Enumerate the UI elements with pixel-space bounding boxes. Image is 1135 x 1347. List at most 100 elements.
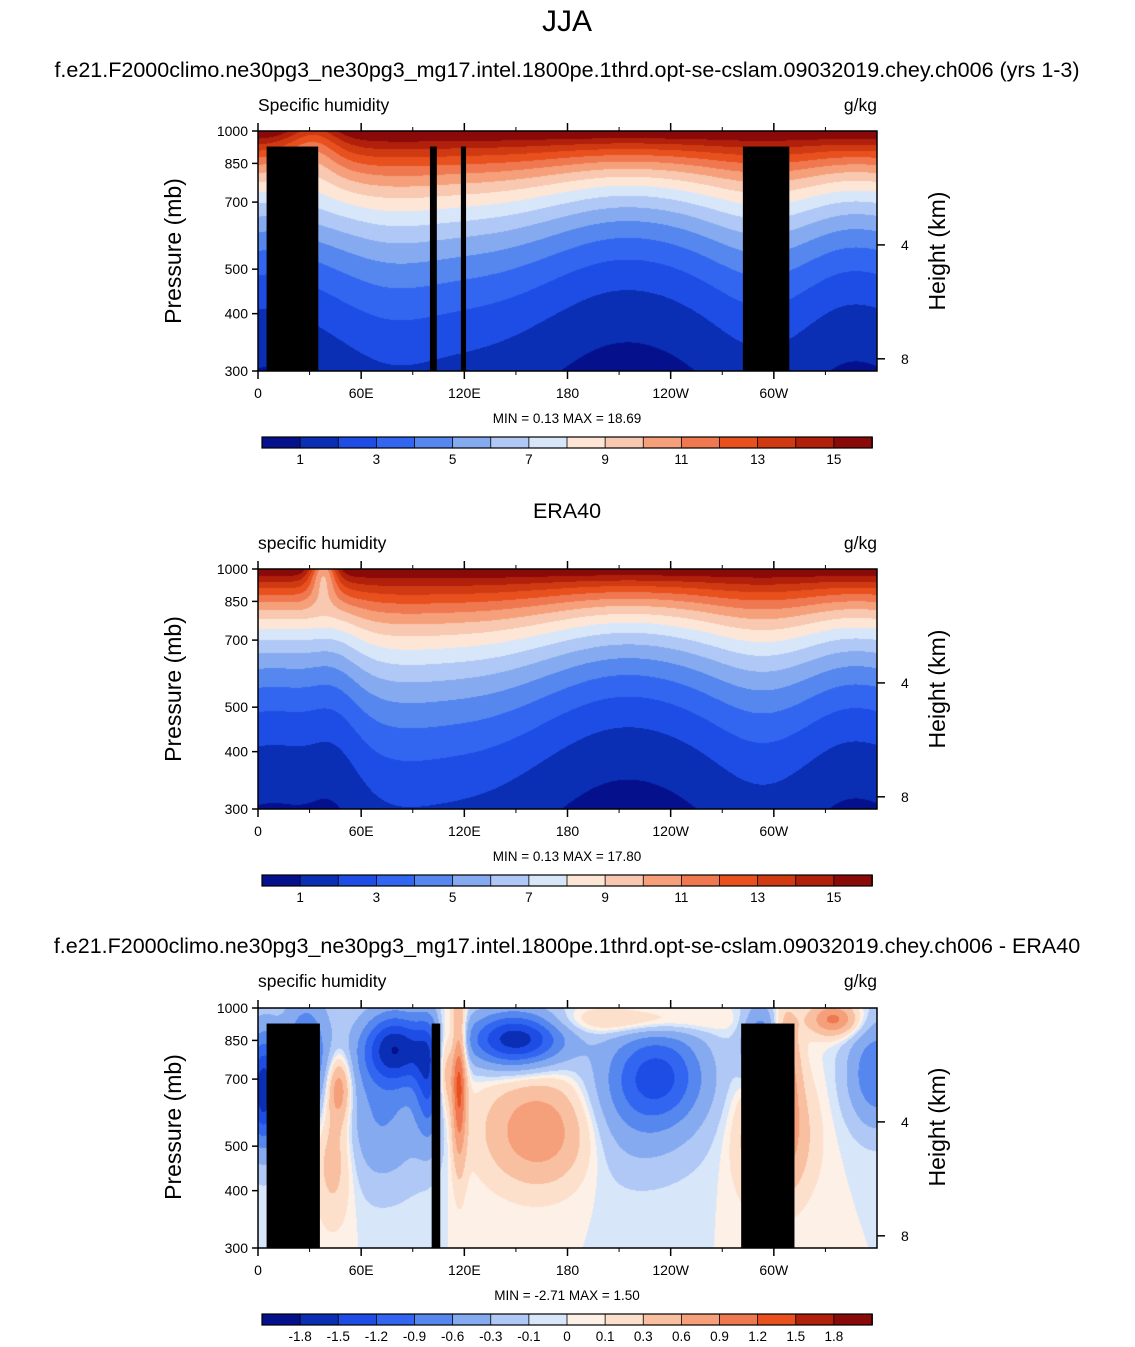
colorbar-label: 11 <box>674 452 688 467</box>
colorbar-frame <box>261 436 873 449</box>
colorbar-swatch <box>642 1313 683 1326</box>
colorbar-swatch <box>528 436 568 449</box>
colorbar-swatch <box>833 436 873 449</box>
colorbar-label: 7 <box>525 452 533 467</box>
colorbar-swatch <box>337 436 378 449</box>
y-tick-label: 700 <box>225 194 249 210</box>
right-tick-label: 8 <box>901 1228 909 1244</box>
y-tick-label: 500 <box>225 1138 249 1154</box>
right-tick-label: 8 <box>901 789 909 805</box>
x-tick-label: 0 <box>254 385 262 401</box>
x-tick-label: 60W <box>759 1262 789 1278</box>
colorbar-label: 1.5 <box>786 1329 805 1344</box>
topography-mask <box>304 163 319 371</box>
colorbar-label: -0.3 <box>479 1329 502 1344</box>
panel-suptitle: f.e21.F2000climo.ne30pg3_ne30pg3_mg17.in… <box>54 58 1079 82</box>
colorbar-label: -1.2 <box>365 1329 388 1344</box>
colorbar-label: 11 <box>674 890 688 905</box>
colorbar-swatch <box>795 436 835 449</box>
panel-difference: f.e21.F2000climo.ne30pg3_ne30pg3_mg17.in… <box>54 934 1080 1344</box>
x-tick-label: 120W <box>652 823 689 839</box>
colorbar-swatch <box>566 1313 607 1326</box>
colorbar-label: 13 <box>750 452 765 467</box>
colorbar-swatch <box>833 1313 873 1326</box>
x-tick-label: 120E <box>448 1262 481 1278</box>
panel-era40: ERA40 specific humidity g/kg Pressure (m… <box>160 499 950 905</box>
colorbar-swatch <box>528 1313 568 1326</box>
colorbar-swatch <box>299 436 340 449</box>
colorbar-swatch <box>795 1313 835 1326</box>
units-label: g/kg <box>844 971 877 991</box>
units-label: g/kg <box>844 533 877 553</box>
topography-mask <box>304 1040 319 1248</box>
figure-title: JJA <box>542 5 592 38</box>
variable-label: specific humidity <box>258 533 387 553</box>
colorbar-label: 0.1 <box>596 1329 615 1344</box>
colorbar-swatch <box>528 874 568 887</box>
colorbar-label: 0.9 <box>710 1329 729 1344</box>
panel-subtitle: ERA40 <box>533 499 601 523</box>
colorbar-swatch <box>795 874 835 887</box>
colorbar-label: 9 <box>601 452 609 467</box>
colorbar-swatch <box>261 874 302 887</box>
colorbar-label: 7 <box>525 890 533 905</box>
colorbar-swatch <box>299 874 340 887</box>
topography-mask <box>742 146 790 371</box>
x-tick-label: 0 <box>254 1262 262 1278</box>
colorbar-swatch <box>452 1313 492 1326</box>
colorbar-label: 13 <box>750 890 765 905</box>
colorbar-swatch <box>490 436 530 449</box>
colorbar-label: 1 <box>296 890 304 905</box>
y-tick-label: 700 <box>225 1071 249 1087</box>
colorbar-swatch <box>261 436 302 449</box>
colorbar-label: 3 <box>373 890 381 905</box>
x-tick-label: 180 <box>556 1262 580 1278</box>
min-max-stats: MIN = 0.13 MAX = 18.69 <box>493 411 642 426</box>
right-axis-label: Height (km) <box>924 630 950 749</box>
colorbar-label: 5 <box>449 452 457 467</box>
x-tick-label: 60E <box>349 823 374 839</box>
x-tick-label: 60W <box>759 385 789 401</box>
colorbar-swatch <box>375 436 416 449</box>
colorbar-label: -1.8 <box>288 1329 311 1344</box>
y-tick-label: 850 <box>225 593 249 609</box>
y-tick-label: 300 <box>225 363 249 379</box>
colorbar-swatch <box>337 1313 378 1326</box>
topography-mask <box>460 146 467 371</box>
colorbar-swatch <box>680 874 721 887</box>
colorbar-swatch <box>757 1313 797 1326</box>
y-tick-label: 300 <box>225 801 249 817</box>
min-max-stats: MIN = -2.71 MAX = 1.50 <box>494 1288 640 1303</box>
x-tick-label: 60E <box>349 1262 374 1278</box>
right-tick-label: 4 <box>901 1114 909 1130</box>
colorbar-swatch <box>604 874 645 887</box>
colorbar-label: 15 <box>826 890 841 905</box>
colorbar-swatch <box>261 1313 302 1326</box>
colorbar-label: 1.8 <box>824 1329 843 1344</box>
y-tick-label: 1000 <box>217 1000 248 1016</box>
variable-label: Specific humidity <box>258 95 390 115</box>
right-tick-label: 4 <box>901 237 909 253</box>
colorbar-swatch <box>642 874 683 887</box>
colorbar-label: -1.5 <box>327 1329 350 1344</box>
colorbar-label: 0 <box>563 1329 571 1344</box>
colorbar-swatch <box>604 436 645 449</box>
y-tick-label: 400 <box>225 744 249 760</box>
panel-model: f.e21.F2000climo.ne30pg3_ne30pg3_mg17.in… <box>54 58 1079 467</box>
colorbar-swatch <box>490 874 530 887</box>
colorbar-swatch <box>452 436 492 449</box>
colorbar-swatch <box>337 874 378 887</box>
colorbar-label: -0.1 <box>517 1329 540 1344</box>
colorbar-swatch <box>452 874 492 887</box>
x-tick-label: 120W <box>652 385 689 401</box>
x-tick-label: 0 <box>254 823 262 839</box>
colorbar-label: -0.6 <box>441 1329 464 1344</box>
colorbar-swatch <box>375 1313 416 1326</box>
colorbar-swatch <box>680 436 721 449</box>
colorbar-frame <box>261 1313 873 1326</box>
colorbar-swatch <box>414 874 454 887</box>
y-axis-label: Pressure (mb) <box>160 1054 186 1200</box>
colorbar-swatch <box>414 1313 454 1326</box>
colorbar-label: 0.3 <box>634 1329 653 1344</box>
colorbar-swatch <box>375 874 416 887</box>
